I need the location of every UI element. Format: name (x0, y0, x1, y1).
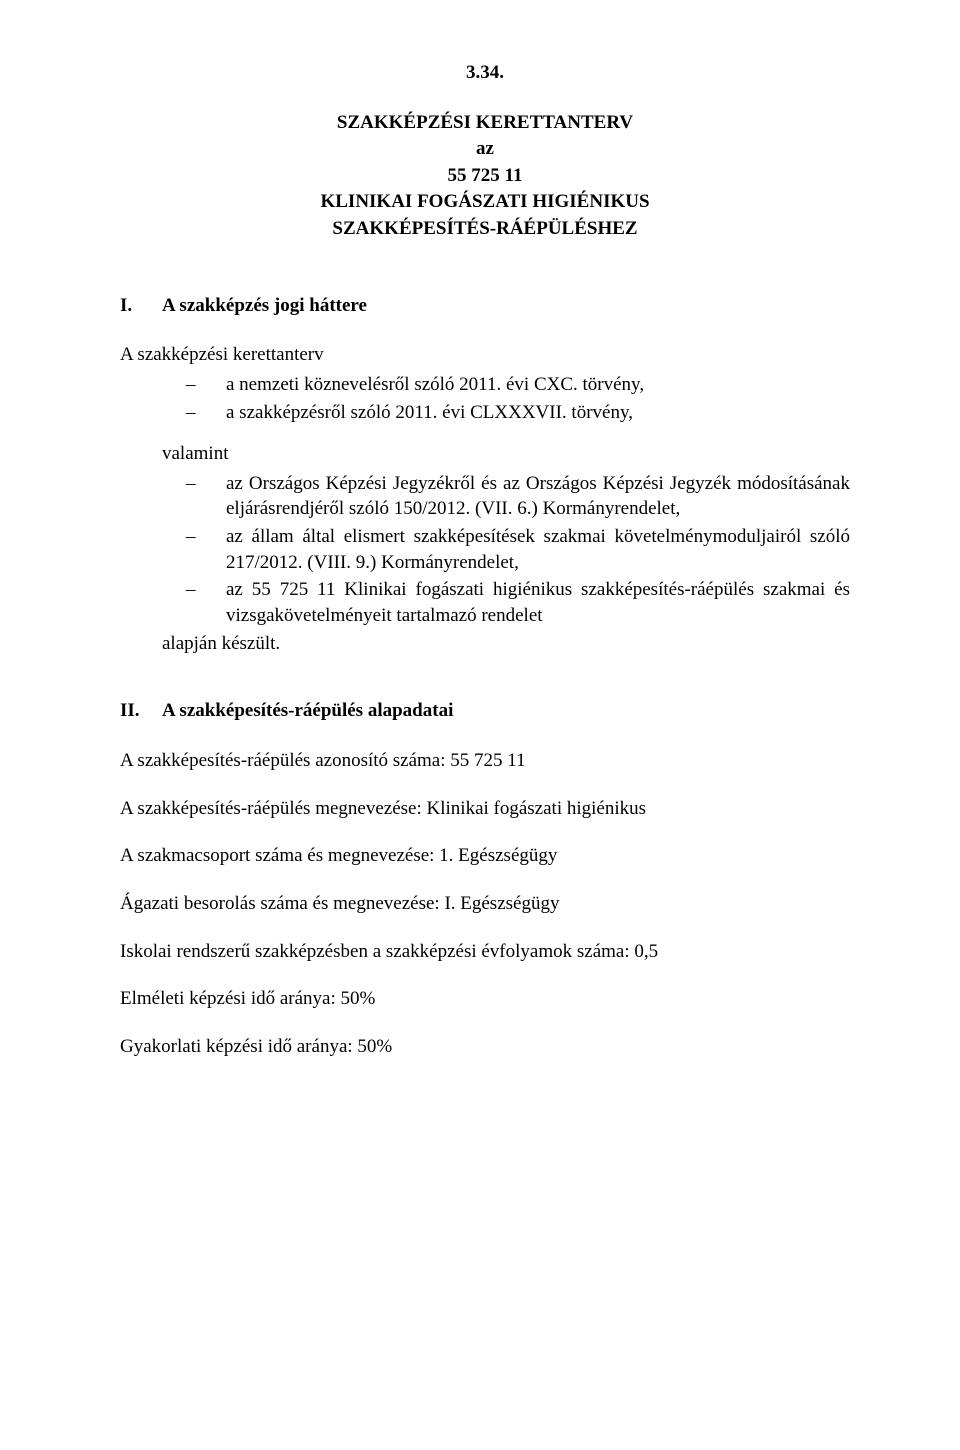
section-2-roman: II. (120, 698, 162, 724)
list-item-text: az állam által elismert szakképesítések … (226, 524, 850, 575)
dash-icon: – (182, 577, 226, 603)
section-1-heading: I. A szakképzés jogi háttere (120, 293, 850, 319)
data-line: Ágazati besorolás száma és megnevezése: … (120, 891, 850, 917)
list-item: – az 55 725 11 Klinikai fogászati higién… (182, 577, 850, 628)
title-line-2: az (120, 136, 850, 163)
list-item: – a szakképzésről szóló 2011. évi CLXXXV… (182, 400, 850, 426)
title-line-3: 55 725 11 (120, 163, 850, 190)
data-line: Iskolai rendszerű szakképzésben a szakké… (120, 939, 850, 965)
list-item-text: a nemzeti köznevelésről szóló 2011. évi … (226, 372, 850, 398)
section-1-intro: A szakképzési kerettanterv (120, 342, 850, 368)
title-line-4: KLINIKAI FOGÁSZATI HIGIÉNIKUS (120, 189, 850, 216)
dash-icon: – (182, 524, 226, 550)
section-2-body: A szakképesítés-ráépülés azonosító száma… (120, 748, 850, 1059)
list-item-text: a szakképzésről szóló 2011. évi CLXXXVII… (226, 400, 850, 426)
data-line: A szakképesítés-ráépülés megnevezése: Kl… (120, 796, 850, 822)
list-item-text: az Országos Képzési Jegyzékről és az Ors… (226, 471, 850, 522)
list-item: – a nemzeti köznevelésről szóló 2011. év… (182, 372, 850, 398)
dash-icon: – (182, 400, 226, 426)
section-1-roman: I. (120, 293, 162, 319)
data-line: Gyakorlati képzési idő aránya: 50% (120, 1034, 850, 1060)
dash-icon: – (182, 471, 226, 497)
section-1-closing: alapján készült. (162, 631, 850, 657)
dash-icon: – (182, 372, 226, 398)
section-2-title: A szakképesítés-ráépülés alapadatai (162, 698, 453, 724)
title-line-5: SZAKKÉPESÍTÉS-RÁÉPÜLÉSHEZ (120, 216, 850, 243)
data-line: A szakmacsoport száma és megnevezése: 1.… (120, 843, 850, 869)
list-item-text: az 55 725 11 Klinikai fogászati higiénik… (226, 577, 850, 628)
document-page: 3.34. SZAKKÉPZÉSI KERETTANTERV az 55 725… (0, 0, 960, 1450)
title-line-1: SZAKKÉPZÉSI KERETTANTERV (120, 110, 850, 137)
data-line: Elméleti képzési idő aránya: 50% (120, 986, 850, 1012)
list-item: – az Országos Képzési Jegyzékről és az O… (182, 471, 850, 522)
section-1-list-2: – az Országos Képzési Jegyzékről és az O… (182, 471, 850, 629)
data-line: A szakképesítés-ráépülés azonosító száma… (120, 748, 850, 774)
section-1-valamint: valamint (162, 441, 850, 467)
section-1-list-1: – a nemzeti köznevelésről szóló 2011. év… (182, 372, 850, 425)
document-title: SZAKKÉPZÉSI KERETTANTERV az 55 725 11 KL… (120, 110, 850, 243)
document-number: 3.34. (120, 60, 850, 86)
section-2-heading: II. A szakképesítés-ráépülés alapadatai (120, 698, 850, 724)
list-item: – az állam által elismert szakképesítése… (182, 524, 850, 575)
section-1-title: A szakképzés jogi háttere (162, 293, 367, 319)
